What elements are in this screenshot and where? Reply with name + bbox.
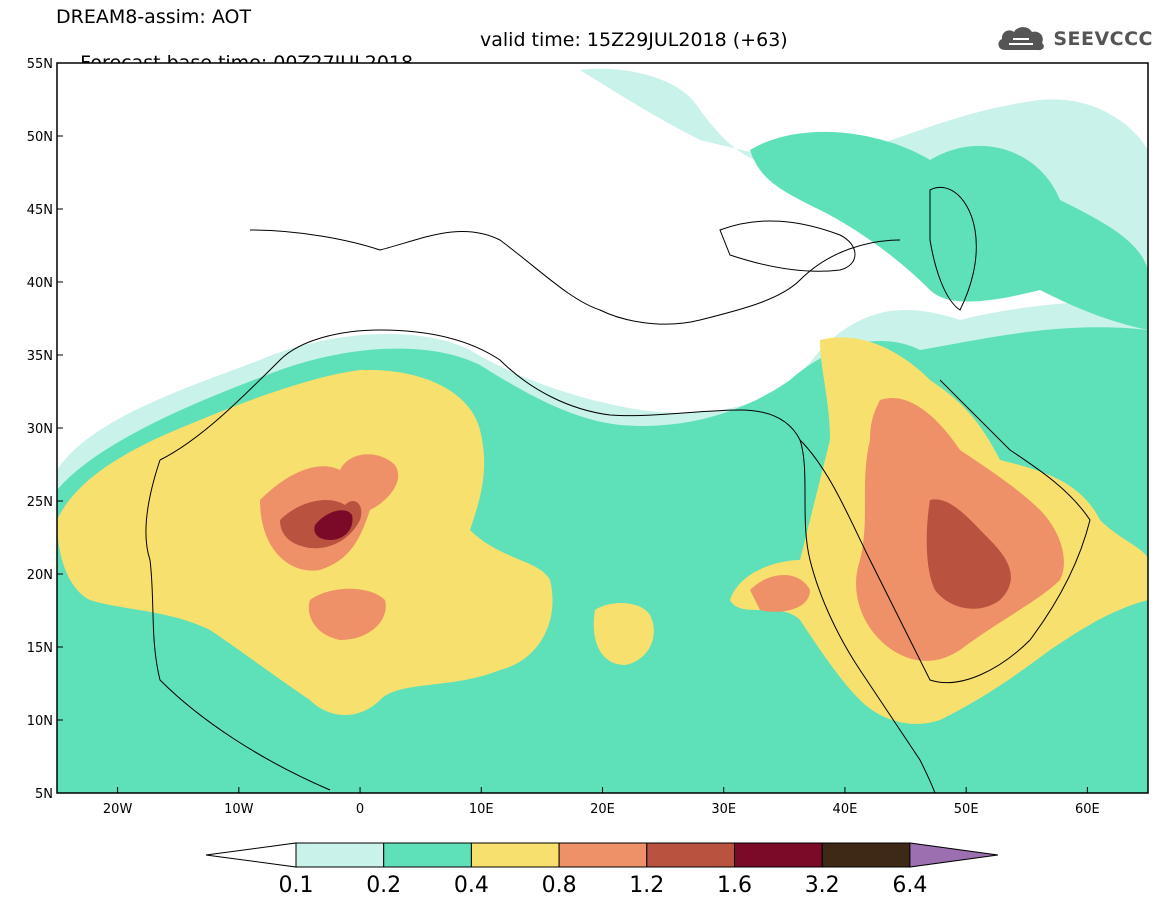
- lon-tick-label: 20W: [103, 802, 133, 817]
- colorbar-under-triangle: [205, 842, 297, 868]
- colorbar-label: 0.8: [542, 873, 577, 898]
- colorbar-segment: [295, 842, 385, 868]
- lon-tick-label: 10W: [224, 802, 254, 817]
- lat-tick-label: 10N: [27, 714, 53, 729]
- longitude-axis: 20W 10W 0 10E 20E 30E 40E 50E 60E: [103, 787, 1100, 817]
- aot-band-0.8-sudan: [750, 575, 810, 612]
- lat-tick-label: 30N: [27, 422, 53, 437]
- lat-tick-label: 50N: [27, 130, 53, 145]
- coastlines: [145, 186, 1091, 793]
- aot-band-0.4-chad: [593, 603, 654, 665]
- colorbar-label: 1.6: [717, 873, 752, 898]
- coast-europe: [249, 229, 901, 325]
- cloud-icon: [998, 27, 1045, 51]
- colorbar-segment: [821, 842, 911, 868]
- aot-band-0.2-caspian: [750, 131, 1148, 330]
- colorbar-segment: [470, 842, 560, 868]
- lon-tick-label: 60E: [1075, 802, 1100, 817]
- aot-band-1.2-arabia: [926, 499, 1011, 609]
- lon-tick-label: 0: [356, 802, 364, 817]
- coast-blacksea: [719, 220, 856, 272]
- logo-text: SEEVCCC: [1053, 28, 1153, 50]
- colorbar-segment: [646, 842, 735, 868]
- colorbar: 0.1 0.2 0.4 0.8 1.2 1.6 3.2 6.4: [205, 842, 998, 898]
- colorbar-label: 6.4: [892, 873, 927, 898]
- lat-tick-label: 45N: [27, 203, 53, 218]
- lat-tick-label: 55N: [27, 57, 53, 72]
- colorbar-label: 0.2: [366, 873, 401, 898]
- lon-tick-label: 10E: [469, 802, 494, 817]
- lon-tick-label: 20E: [590, 802, 615, 817]
- lon-tick-label: 30E: [711, 802, 736, 817]
- coast-arabia: [799, 379, 1091, 684]
- aot-fields: [57, 68, 1148, 793]
- lat-tick-label: 5N: [35, 787, 53, 802]
- product-title: DREAM8-assim: AOT: [56, 6, 252, 28]
- colorbar-label: 0.1: [279, 873, 314, 898]
- aot-band-0.8-mali: [308, 588, 386, 640]
- lon-tick-label: 50E: [954, 802, 979, 817]
- colorbar-over-triangle: [909, 842, 998, 868]
- colorbar-segment: [383, 842, 472, 868]
- lat-tick-label: 25N: [27, 495, 53, 510]
- lat-tick-label: 20N: [27, 568, 53, 583]
- lat-tick-label: 35N: [27, 349, 53, 364]
- coast-africa: [159, 329, 936, 793]
- colorbar-label: 1.2: [629, 873, 664, 898]
- colorbar-label: 3.2: [805, 873, 840, 898]
- lat-tick-label: 15N: [27, 641, 53, 656]
- aot-band-1.6-sahara: [314, 510, 353, 540]
- lat-tick-label: 40N: [27, 276, 53, 291]
- coast-africa-west: [145, 459, 331, 791]
- latitude-axis: 55N 50N 45N 40N 35N 30N 25N 20N 15N 10N 5N: [27, 57, 63, 802]
- colorbar-label: 0.4: [454, 873, 489, 898]
- valid-time: valid time: 15Z29JUL2018 (+63): [480, 29, 788, 51]
- coast-caspian: [929, 186, 977, 311]
- lon-tick-label: 40E: [833, 802, 858, 817]
- colorbar-segment: [734, 842, 823, 868]
- colorbar-segment: [558, 842, 648, 868]
- seevccc-logo: SEEVCCC: [995, 24, 1153, 54]
